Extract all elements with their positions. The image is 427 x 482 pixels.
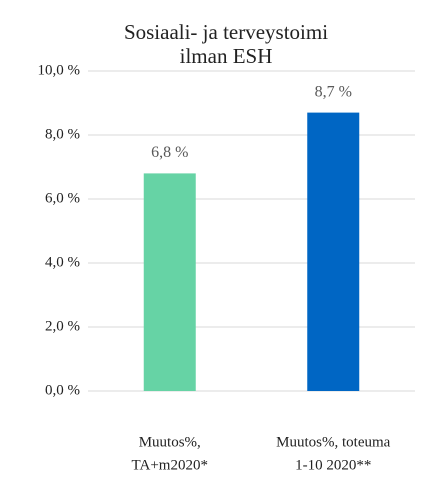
value-label: 8,7 % (315, 83, 352, 100)
y-tick-label: 2,0 % (45, 318, 80, 334)
x-tick-label: Muutos%, (139, 434, 201, 450)
chart-title: ilman ESH (180, 44, 273, 68)
y-tick-label: 0,0 % (45, 382, 80, 398)
y-tick-label: 10,0 % (38, 62, 81, 78)
x-tick-label: 1-10 2020** (295, 457, 371, 473)
x-tick-label: Muutos%, toteuma (276, 434, 390, 450)
y-tick-label: 8,0 % (45, 126, 80, 142)
value-label: 6,8 % (151, 144, 188, 161)
y-tick-label: 4,0 % (45, 254, 80, 270)
x-tick-label: TA+m2020* (132, 457, 208, 473)
y-tick-label: 6,0 % (45, 190, 80, 206)
chart-title: Sosiaali- ja terveystoimi (124, 20, 328, 44)
bar (143, 173, 196, 391)
bar (307, 112, 360, 391)
